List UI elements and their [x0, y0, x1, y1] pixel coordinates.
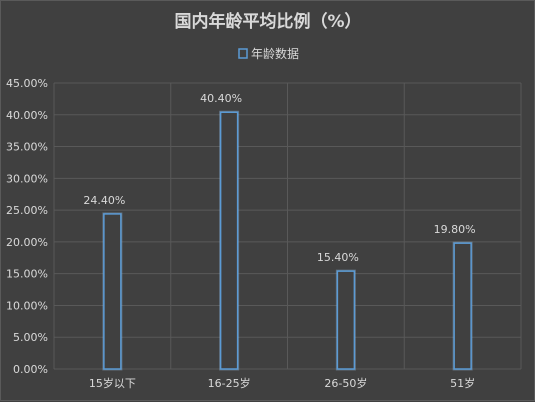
data-labels: 24.40% 40.40% 15.40% 19.80% — [83, 92, 475, 264]
y-axis-ticks: 0.00% 5.00% 10.00% 15.00% 20.00% 25.00% 30.00%… — [6, 77, 48, 376]
y-tick-label: 5.00% — [13, 331, 48, 344]
legend-label: 年龄数据 — [251, 46, 299, 61]
y-tick-label: 40.00% — [6, 109, 48, 122]
bars — [102, 110, 473, 371]
y-tick-label: 20.00% — [6, 236, 48, 249]
data-label: 15.40% — [317, 251, 359, 264]
y-tick-label: 30.00% — [6, 172, 48, 185]
bar — [453, 242, 472, 370]
x-tick-label: 15岁以下 — [89, 376, 136, 390]
x-axis-ticks: 15岁以下 16-25岁 26-50岁 51岁 — [89, 376, 475, 390]
y-tick-label: 15.00% — [6, 268, 48, 281]
legend: 年龄数据 — [238, 46, 299, 61]
y-tick-label: 0.00% — [13, 363, 48, 376]
legend-swatch — [238, 48, 248, 59]
x-tick-label: 16-25岁 — [208, 376, 251, 390]
chart-title: 国内年龄平均比例（%） — [174, 11, 361, 32]
y-tick-label: 35.00% — [6, 141, 48, 154]
y-tick-label: 45.00% — [6, 77, 48, 90]
bar — [219, 111, 239, 370]
gridlines — [53, 82, 522, 370]
data-label: 40.40% — [200, 92, 242, 105]
bar — [103, 213, 122, 370]
x-tick-label: 26-50岁 — [324, 376, 367, 390]
y-tick-label: 25.00% — [6, 204, 48, 217]
data-label: 19.80% — [434, 223, 476, 236]
x-tick-label: 51岁 — [450, 376, 475, 390]
data-label: 24.40% — [83, 194, 125, 207]
bar — [336, 270, 356, 370]
y-tick-label: 10.00% — [6, 299, 48, 312]
